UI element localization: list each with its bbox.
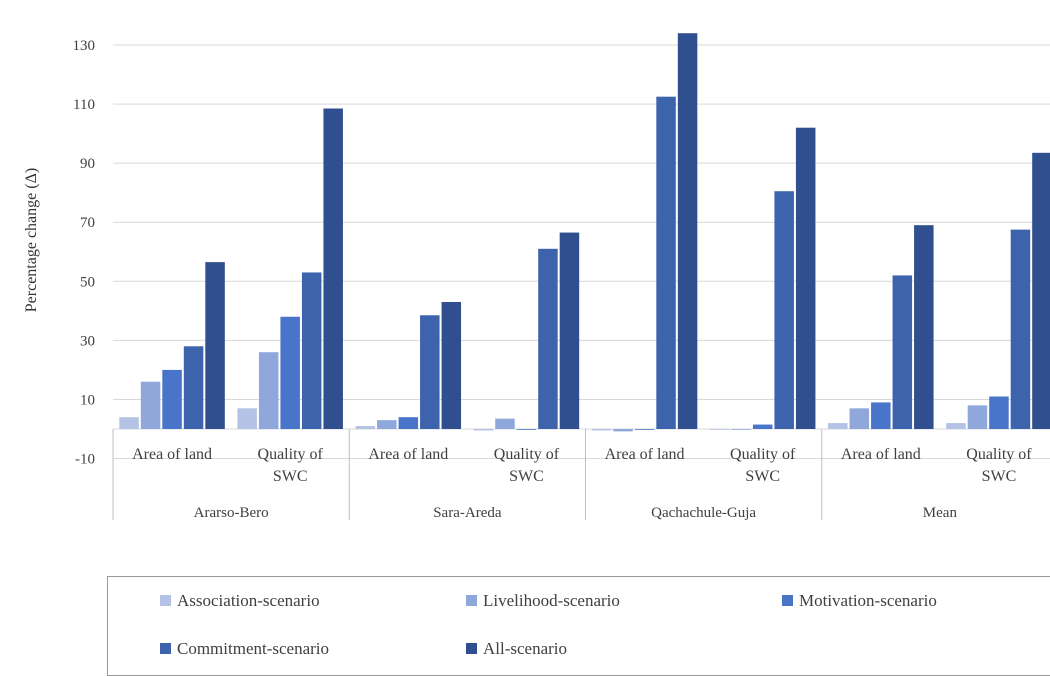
y-axis-ticks: -10 10 30 50 70 90 110 130 — [73, 38, 96, 468]
category-label: Area of land — [368, 446, 448, 463]
category-label: Area of land — [841, 446, 921, 463]
bar — [634, 429, 655, 430]
bar — [183, 346, 204, 429]
bar-chart: -10 10 30 50 70 90 110 130 Area of land Quality … — [23, 33, 1050, 521]
legend-item: Motivation-scenario — [782, 591, 937, 611]
bar — [162, 369, 182, 429]
y-tick-label: 70 — [80, 215, 95, 231]
legend-label: All-scenario — [483, 639, 568, 658]
category-label: Area of land — [605, 446, 685, 463]
group-label: Mean — [923, 505, 958, 521]
bar — [559, 232, 580, 429]
bar — [849, 408, 870, 429]
bar — [205, 262, 225, 429]
bar — [323, 108, 343, 429]
category-label: SWC — [982, 468, 1017, 485]
category-label: SWC — [273, 468, 308, 485]
bar — [731, 429, 751, 430]
bars — [119, 33, 1050, 432]
bar — [989, 396, 1009, 429]
category-label: SWC — [745, 468, 780, 485]
bar — [677, 33, 698, 429]
bar — [119, 417, 139, 429]
group-label: Qachachule-Guja — [651, 505, 756, 521]
group-label: Ararso-Bero — [194, 505, 269, 521]
legend-label: Livelihood-scenario — [483, 591, 620, 610]
bar — [967, 405, 988, 429]
legend-item: Livelihood-scenario — [466, 591, 620, 611]
legend-label: Motivation-scenario — [799, 591, 937, 610]
bar — [892, 275, 913, 429]
bar — [795, 127, 816, 429]
bar — [301, 272, 322, 429]
category-label: Quality of — [258, 446, 324, 463]
bar — [613, 429, 633, 432]
bar — [377, 420, 397, 429]
bar — [355, 426, 376, 429]
bar — [441, 301, 462, 429]
legend-label: Commitment-scenario — [177, 639, 330, 658]
y-tick-label: 90 — [80, 156, 95, 172]
y-tick-label: -10 — [75, 452, 95, 468]
legend-item: All-scenario — [466, 639, 567, 659]
y-tick-label: 130 — [73, 38, 96, 54]
bar — [140, 381, 161, 429]
bar — [828, 423, 848, 429]
category-label: Quality of — [730, 446, 796, 463]
group-label: Sara-Areda — [433, 505, 502, 521]
y-axis-label: Percentage change (Δ) — [23, 168, 40, 312]
y-tick-label: 110 — [73, 97, 95, 113]
bar — [656, 96, 676, 429]
legend-label: Association-scenario — [177, 591, 320, 610]
legend: Association-scenario Livelihood-scenario M… — [107, 576, 1050, 676]
bar — [946, 423, 966, 429]
bar — [398, 417, 419, 429]
bar — [591, 429, 612, 431]
y-tick-label: 10 — [80, 392, 95, 408]
legend-swatch — [466, 643, 477, 654]
bar — [237, 408, 257, 429]
bar — [1032, 152, 1050, 430]
x-axis-category-labels: Area of land Quality of SWC Area of land Qua… — [112, 429, 1032, 521]
legend-swatch — [160, 643, 171, 654]
category-label: Quality of — [966, 446, 1032, 463]
bar — [709, 429, 730, 430]
bar — [752, 424, 773, 429]
y-tick-label: 30 — [80, 333, 95, 349]
category-label: SWC — [509, 468, 544, 485]
bar — [774, 191, 794, 429]
bar — [538, 248, 558, 429]
y-tick-label: 50 — [80, 274, 95, 290]
category-label: Quality of — [494, 446, 560, 463]
legend-swatch — [160, 595, 171, 606]
category-label: Area of land — [132, 446, 212, 463]
bar — [914, 225, 934, 429]
bar — [420, 315, 440, 429]
bar — [258, 352, 279, 429]
bar — [516, 429, 537, 430]
bar — [871, 402, 891, 429]
bar — [495, 418, 515, 429]
legend-swatch — [466, 595, 477, 606]
bar — [1010, 229, 1031, 429]
bar — [473, 429, 494, 431]
legend-item: Association-scenario — [160, 591, 320, 611]
legend-swatch — [782, 595, 793, 606]
bar — [280, 316, 300, 429]
legend-item: Commitment-scenario — [160, 639, 329, 659]
